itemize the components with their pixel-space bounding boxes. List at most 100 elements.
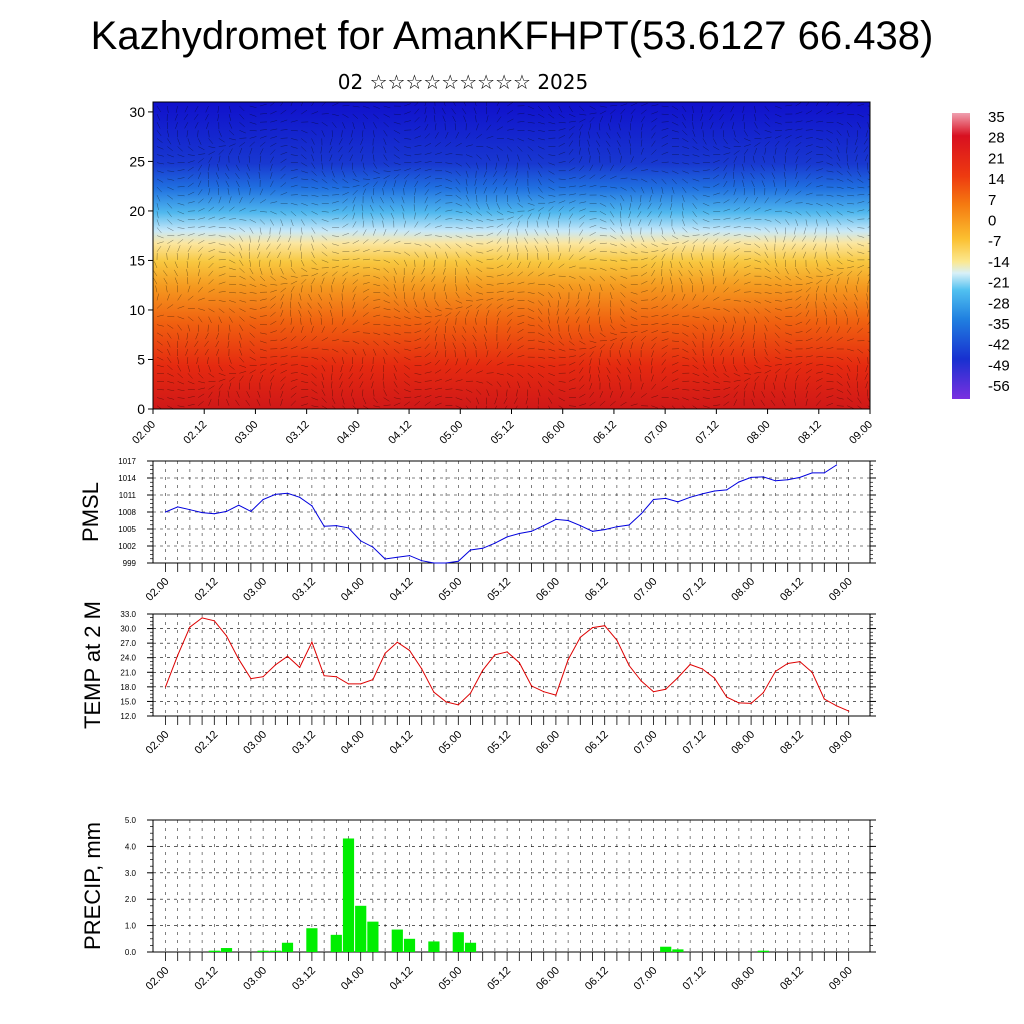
precip-x-tick-label: 04.12 xyxy=(388,965,416,993)
precip-bar xyxy=(367,921,379,952)
precip-bar xyxy=(269,950,281,952)
pmsl-point xyxy=(384,558,386,560)
temp-point xyxy=(823,698,825,700)
precip-x-tick-label: 08.00 xyxy=(729,965,757,993)
pmsl-point xyxy=(335,525,337,527)
pmsl-point xyxy=(713,490,716,492)
precip-y-tick-label: 0.0 xyxy=(125,948,137,957)
pmsl-point xyxy=(811,472,813,474)
temp-x-tick-label: 08.12 xyxy=(778,729,806,757)
precip-bar xyxy=(428,941,440,952)
heatmap-y-tick-label: 25 xyxy=(129,153,145,169)
temp-point xyxy=(177,654,179,656)
temp-point xyxy=(506,651,508,653)
pmsl-x-tick-label: 06.00 xyxy=(534,576,562,604)
precip-x-tick-label: 07.00 xyxy=(632,965,660,993)
pmsl-point xyxy=(604,528,606,531)
pmsl-point xyxy=(408,555,411,557)
pmsl-point xyxy=(738,481,740,483)
temp-point xyxy=(738,702,740,704)
colorbar-label: -28 xyxy=(988,295,1010,312)
temp-point xyxy=(250,678,252,680)
temp-x-tick-label: 06.00 xyxy=(534,729,562,757)
temp-point xyxy=(591,627,594,629)
pmsl-y-tick-label: 1005 xyxy=(118,525,136,534)
pmsl-point xyxy=(360,540,362,542)
heatmap-x-tick-label: 04.00 xyxy=(335,419,363,447)
pmsl-x-tick-label: 05.12 xyxy=(485,576,513,604)
colorbar-label: -35 xyxy=(988,316,1010,333)
precip-x-tick-label: 03.12 xyxy=(290,965,318,993)
colorbar: 35 28 21 14 7 0 -7 -14 -21 -28 -35 -42 -49 -56 xyxy=(952,109,1010,399)
pmsl-x-tick-label: 05.00 xyxy=(436,576,464,604)
pmsl-point xyxy=(347,527,350,529)
temp-point xyxy=(372,678,374,681)
pmsl-y-tick-label: 1014 xyxy=(118,474,136,483)
colorbar-label: -49 xyxy=(988,357,1010,374)
pmsl-point xyxy=(201,511,203,514)
pmsl-point xyxy=(274,493,276,496)
heatmap-x-tick-label: 05.00 xyxy=(437,419,465,447)
temp-y-tick-label: 27.0 xyxy=(120,639,136,648)
temp-point xyxy=(213,620,215,622)
precip-x-tick-label: 02.00 xyxy=(144,965,172,993)
temp-y-tick-label: 15.0 xyxy=(120,697,136,706)
temp-x-tick-label: 05.12 xyxy=(485,729,513,757)
precip-bar xyxy=(757,950,769,952)
precip-bar xyxy=(306,928,318,952)
temp-point xyxy=(652,691,655,693)
page-title: Kazhydromet for AmanKFHPT(53.6127 66.438… xyxy=(90,14,934,58)
pmsl-point xyxy=(701,493,703,495)
temp-point xyxy=(726,696,728,698)
temp-point xyxy=(701,668,703,670)
colorbar-label: 21 xyxy=(988,150,1005,167)
pmsl-point xyxy=(225,510,228,513)
pmsl-x-tick-label: 03.00 xyxy=(241,576,269,604)
precip-bar xyxy=(330,934,342,952)
temp-point xyxy=(677,677,679,679)
temp-x-tick-label: 06.12 xyxy=(583,729,611,757)
pmsl-x-tick-label: 03.12 xyxy=(290,576,318,604)
precip-bar xyxy=(220,948,233,952)
temp-y-tick-label: 30.0 xyxy=(120,625,136,634)
precip-bar xyxy=(464,942,477,952)
pmsl-y-tick-label: 1011 xyxy=(119,491,137,500)
pmsl-point xyxy=(213,513,215,515)
pmsl-point xyxy=(579,525,581,527)
temp-x-tick-label: 03.12 xyxy=(290,729,318,757)
temp-point xyxy=(457,704,459,706)
pmsl-point xyxy=(445,562,447,564)
precip-y-tick-label: 4.0 xyxy=(125,842,137,851)
pmsl-point xyxy=(433,562,435,564)
temp-point xyxy=(347,683,350,685)
temp-point xyxy=(299,666,301,669)
pmsl-point xyxy=(494,542,496,544)
precip-x-tick-label: 08.12 xyxy=(778,965,806,993)
pmsl-point xyxy=(628,524,630,526)
temp-point xyxy=(286,655,289,657)
temp-point xyxy=(274,664,276,666)
temp-point xyxy=(787,662,789,665)
pmsl-point xyxy=(189,509,191,511)
precip-x-tick-label: 05.12 xyxy=(485,965,513,993)
pmsl-point xyxy=(591,530,594,532)
pmsl-point xyxy=(469,549,472,551)
temp-point xyxy=(238,658,240,660)
wind-vectors xyxy=(153,102,870,409)
precip-y-tick-label: 3.0 xyxy=(125,869,137,878)
colorbar-label: 0 xyxy=(988,213,996,230)
temp-point xyxy=(408,649,411,652)
colorbar-label: -56 xyxy=(988,378,1010,395)
pmsl-point xyxy=(689,496,691,498)
heatmap-chart: 0 5 10 15 20 25 30 02.00 02.12 03.00 03.12 04.00 04.… xyxy=(129,101,875,447)
pmsl-point xyxy=(286,492,289,494)
pmsl-y-axis-title: PMSL xyxy=(78,482,103,542)
temp-point xyxy=(848,710,850,712)
precip-x-tick-label: 09.00 xyxy=(827,965,855,993)
pmsl-point xyxy=(372,546,374,548)
temp-point xyxy=(799,661,801,663)
temp-y-tick-label: 18.0 xyxy=(120,683,136,692)
pmsl-point xyxy=(250,510,252,513)
colorbar-label: -14 xyxy=(988,254,1010,271)
